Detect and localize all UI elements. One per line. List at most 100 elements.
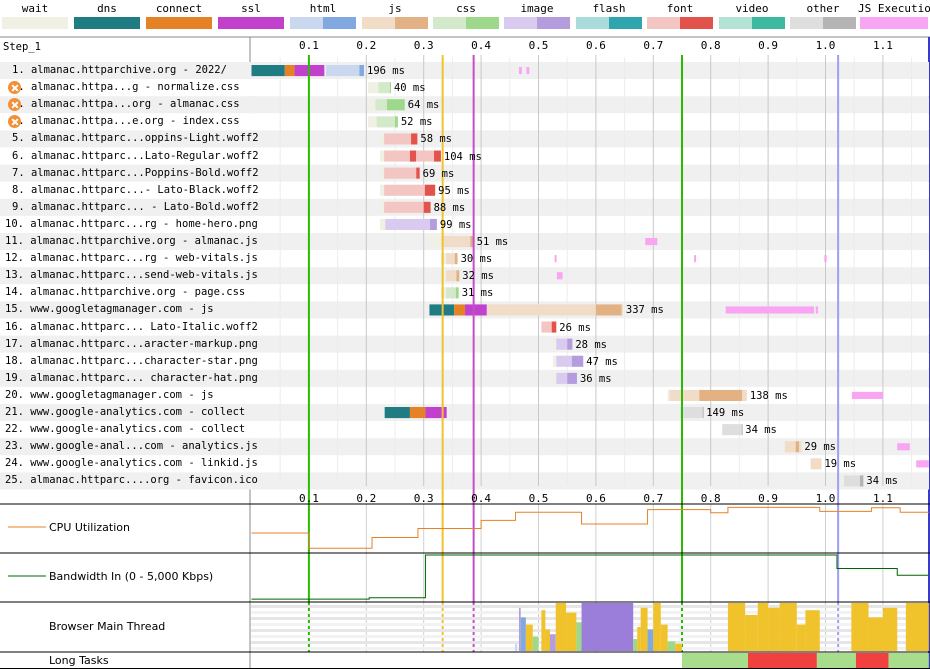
request-bar-dl [454, 253, 458, 265]
main-thread-activity [796, 624, 806, 651]
legend-swatch-part [433, 17, 466, 29]
request-bar-ttfb [378, 82, 390, 94]
legend-label: other [806, 2, 840, 15]
request-bar-dl [567, 372, 577, 384]
axis-tick-label-bottom: 0.3 [413, 491, 434, 505]
request-bar-ttfb [541, 321, 552, 333]
cpu-utilization-label: CPU Utilization [49, 521, 130, 534]
main-thread-activity [768, 607, 780, 651]
main-thread-activity [868, 617, 883, 651]
js-execution-mark [824, 255, 827, 263]
request-bar-ttfb [384, 201, 424, 213]
legend-swatch-connect [146, 17, 212, 29]
request-bar-dl [551, 321, 557, 333]
request-bar-ttfb [446, 253, 455, 265]
warning-icon [8, 81, 21, 95]
axis-tick-label-top: 0.3 [413, 39, 434, 52]
request-bar-wait [429, 236, 442, 248]
request-bar-wait [368, 116, 377, 128]
request-duration: 149 ms [706, 407, 745, 419]
legend-swatch-part [647, 17, 680, 29]
js-execution-mark [851, 391, 883, 399]
request-bar-dl [416, 167, 420, 179]
request-label: 16. almanac.httparc... Lato-Italic.woff2 [5, 320, 258, 333]
js-execution-mark [556, 272, 563, 280]
row-stripe [0, 267, 929, 285]
main-thread-activity [882, 607, 898, 651]
request-bar-connect [409, 407, 426, 419]
row-stripe [0, 113, 929, 131]
step-label: Step_1 [3, 41, 41, 53]
request-bar-wait [380, 201, 385, 213]
request-bar-dl [359, 65, 365, 77]
request-duration: 28 ms [575, 338, 607, 351]
request-duration: 31 ms [461, 287, 494, 300]
request-label: 8. almanac.httparc...- Lato-Black.woff2 [12, 183, 259, 196]
legend-swatch-part [218, 17, 251, 29]
legend-swatch-part [323, 17, 356, 29]
request-bar-ttfb [742, 389, 747, 401]
main-thread-activity [779, 603, 797, 651]
legend-swatch-js [362, 17, 428, 29]
main-thread-activity [581, 603, 634, 651]
row-stripe [0, 147, 929, 165]
request-label: 11. almanac.httparchive.org - almanac.js [5, 235, 258, 247]
legend-swatch-part [290, 17, 323, 29]
request-duration: 47 ms [586, 355, 618, 368]
legend-label: wait [21, 2, 49, 15]
legend-swatch-part [752, 17, 785, 29]
request-bar-dl [795, 441, 800, 453]
request-bar-wait [552, 372, 557, 384]
request-bar-ttfb [843, 475, 860, 487]
request-bar-dns [251, 65, 285, 77]
legend-swatch-part [179, 17, 212, 29]
main-thread-activity [851, 603, 869, 651]
request-duration: 337 ms [625, 304, 664, 317]
js-execution-mark [526, 67, 530, 75]
long-task-block [682, 653, 749, 668]
request-label: 24. www.google-analytics.com - linkid.js [5, 457, 258, 470]
request-bar-wait [552, 338, 557, 350]
request-label: 17. almanac.httparc...aracter-markup.png [5, 337, 258, 350]
axis-tick-label-bottom: 1.0 [815, 491, 836, 505]
request-label: 4. almanac.httpa...e.org - index.css [12, 115, 240, 128]
legend-item-flash: flash [574, 0, 644, 32]
axis-tick-label-top: 0.8 [700, 39, 721, 52]
request-label: 21. www.google-analytics.com - collect [5, 406, 246, 418]
request-label: 7. almanac.httparc...Poppins-Bold.woff2 [12, 166, 259, 179]
request-duration: 69 ms [422, 167, 455, 180]
legend-swatch-part [860, 17, 894, 29]
main-thread-activity [545, 629, 550, 651]
axis-tick-label-top: 0.6 [585, 39, 606, 52]
legend-swatch-part [790, 17, 823, 29]
row-stripe [0, 352, 929, 370]
legend-swatch-video [719, 17, 785, 29]
request-label: 10. almanac.httparc...rg - home-hero.png [5, 217, 258, 230]
main-thread-activity [541, 610, 546, 651]
legend-swatch-part [251, 17, 284, 29]
legend-item-ssl: ssl [216, 0, 286, 32]
legend-swatch-image [504, 17, 570, 29]
main-thread-activity [905, 603, 929, 651]
request-label: 12. almanac.httparc...rg - web-vitals.js [5, 252, 258, 265]
request-bar-ttfb [556, 355, 572, 367]
axis-tick-label-bottom: 0.9 [758, 491, 779, 505]
request-bar-ttfb [375, 99, 387, 111]
js-execution-mark [725, 306, 815, 314]
legend-swatch-part [2, 17, 35, 29]
request-bar-ttfb [784, 441, 796, 453]
axis-tick-label-bottom: 0.1 [298, 491, 319, 505]
main-thread-activity [667, 641, 676, 651]
js-execution-mark [554, 255, 557, 263]
request-bar-connect [454, 304, 466, 316]
axis-tick-label-top: 0.1 [298, 39, 319, 52]
long-task-block [748, 653, 817, 668]
long-task-block [816, 653, 856, 668]
row-stripe [0, 335, 929, 353]
row-stripe [0, 62, 929, 80]
request-label: 25. almanac.httparc....org - favicon.ico [5, 474, 258, 487]
row-stripe [0, 472, 929, 490]
legend-swatch-part [504, 17, 537, 29]
main-thread-activity [653, 603, 661, 651]
axis-tick-label-top: 0.7 [643, 39, 664, 52]
